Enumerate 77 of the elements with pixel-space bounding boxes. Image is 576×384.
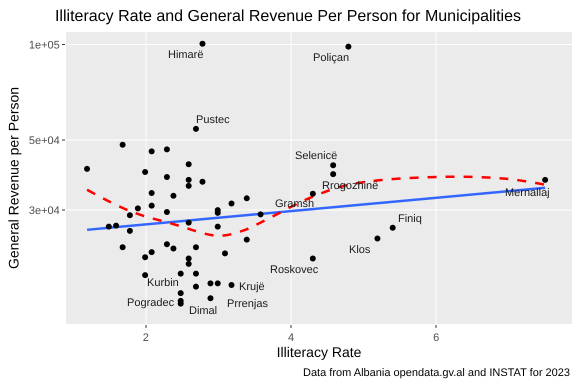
point [120, 244, 126, 250]
x-axis-title: Illiteracy Rate [276, 344, 362, 360]
annotation: Gramsh [275, 198, 314, 210]
annotation: Krujë [239, 281, 265, 293]
y-tick-label: 3e+04 [28, 205, 60, 217]
point [126, 228, 133, 234]
point [186, 256, 192, 262]
point [120, 142, 126, 148]
point [199, 178, 206, 185]
point [192, 284, 199, 290]
text: Data from Albania opendata.gv.al and INSTAT for 2023 [303, 367, 570, 379]
point [164, 208, 170, 215]
point [164, 241, 170, 248]
annotation: Finiq [398, 213, 422, 225]
point [258, 211, 264, 218]
point [199, 40, 206, 47]
point [142, 254, 148, 260]
point [222, 250, 228, 256]
y-axis-title: General Revenue per Person [5, 86, 22, 270]
point [244, 195, 250, 202]
point [186, 182, 192, 189]
point [192, 126, 199, 132]
annotation: Kurbin [147, 277, 179, 289]
point [148, 190, 155, 196]
point [178, 290, 184, 296]
point [214, 224, 221, 230]
point [192, 270, 199, 277]
point [142, 169, 148, 175]
point [345, 44, 352, 50]
y-tick-label: 5e+04 [28, 134, 60, 147]
point [244, 236, 250, 243]
point [310, 256, 316, 262]
annotation: Roskovec [270, 264, 319, 276]
point [542, 176, 548, 183]
point [310, 190, 316, 197]
x-tick-label: 2 [142, 332, 149, 344]
point [186, 260, 192, 267]
annotation: Klos [349, 244, 371, 256]
point [207, 295, 214, 302]
point [164, 174, 170, 180]
annotation: Poliçan [313, 52, 350, 64]
point [106, 224, 112, 230]
point [390, 224, 396, 231]
annotation: Mernallaj [505, 187, 550, 199]
x-tick-label: 4 [288, 332, 294, 344]
point [374, 236, 380, 242]
point [186, 220, 192, 226]
chart-title: Illiteracy Rate and General Revenue Per Person for Municipalities [54, 8, 522, 25]
annotation: Dimal [189, 305, 218, 317]
point [84, 166, 90, 172]
point [178, 270, 184, 277]
point [142, 272, 148, 278]
point [330, 162, 336, 168]
point [170, 245, 176, 252]
annotation: Pustec [196, 114, 230, 126]
point [170, 192, 176, 199]
point [228, 200, 235, 206]
point [192, 244, 199, 250]
point [134, 205, 141, 212]
point [113, 222, 120, 229]
point [148, 148, 155, 154]
annotation: Selenicë [295, 150, 338, 162]
point [148, 249, 155, 256]
y-tick-label: 1e+05 [28, 40, 60, 52]
point [186, 161, 192, 168]
point [214, 280, 221, 286]
point [228, 282, 235, 288]
x-tick-label: 6 [433, 332, 440, 344]
point [164, 146, 170, 152]
point [148, 202, 155, 209]
annotation: Pogradec [127, 297, 175, 309]
point [330, 171, 336, 178]
point [207, 280, 214, 286]
point [126, 212, 133, 218]
annotation: Prrenjas [227, 298, 268, 310]
annotation: Himarë [168, 49, 204, 61]
point [186, 176, 192, 183]
